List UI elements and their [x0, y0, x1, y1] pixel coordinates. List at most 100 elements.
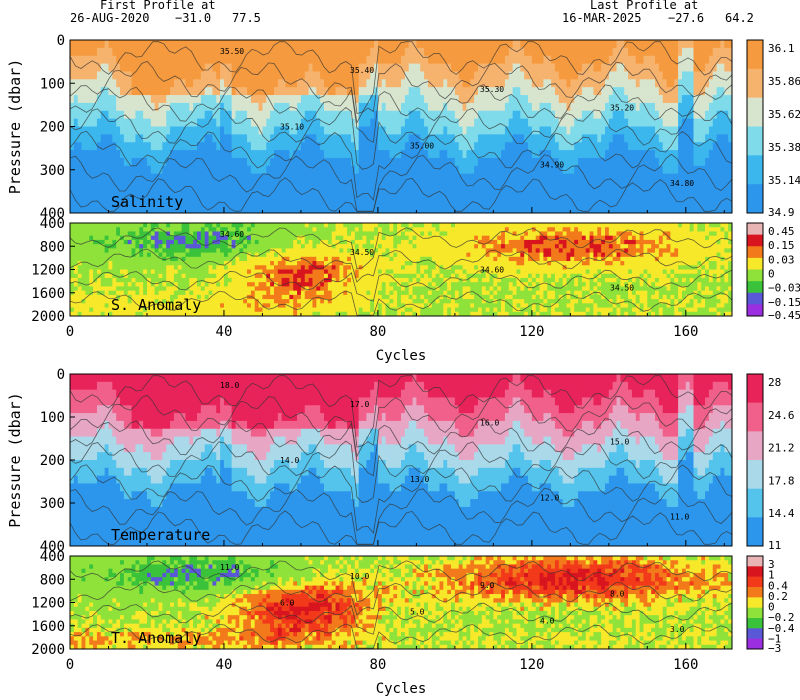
heatmap-cell [231, 181, 236, 190]
heatmap-cell [716, 63, 721, 72]
heatmap-cell [135, 79, 140, 88]
heatmap-cell [143, 311, 148, 317]
heatmap-cell [708, 87, 714, 96]
colorbar-label: 35.38 [768, 141, 800, 154]
heatmap-cell [170, 197, 175, 206]
heatmap-cell [385, 189, 390, 198]
heatmap-cell [93, 181, 98, 190]
heatmap-cell [100, 181, 106, 190]
heatmap-cell [316, 118, 321, 127]
heatmap-cell [100, 235, 106, 241]
heatmap-cell [227, 205, 233, 214]
heatmap-cell [208, 231, 213, 237]
heatmap-cell [701, 118, 706, 127]
heatmap-cell [212, 157, 217, 167]
heatmap-cell [162, 126, 167, 135]
heatmap-cell [212, 40, 217, 49]
heatmap-cell [204, 277, 209, 283]
heatmap-cell [427, 126, 433, 135]
heatmap-cell [216, 157, 221, 167]
heatmap-cell [154, 63, 159, 72]
heatmap-cell [635, 95, 641, 104]
contour-label: 34.80 [670, 179, 694, 188]
heatmap-cell [77, 142, 82, 151]
heatmap-cell [628, 142, 633, 151]
heatmap-cell [162, 150, 167, 159]
heatmap-cell [143, 150, 148, 159]
heatmap-cell [170, 40, 175, 49]
heatmap-cell [435, 181, 440, 190]
heatmap-cell [131, 134, 136, 143]
heatmap-cell [362, 173, 367, 182]
heatmap-cell [150, 299, 156, 304]
heatmap-cell [720, 134, 725, 143]
heatmap-cell [85, 239, 90, 245]
heatmap-cell [70, 197, 75, 206]
heatmap-cell [728, 95, 733, 104]
heatmap-cell [624, 118, 629, 127]
heatmap-cell [89, 205, 94, 214]
heatmap-cell [170, 227, 175, 232]
heatmap-cell [131, 294, 136, 300]
heatmap-cell [343, 71, 348, 80]
heatmap-cell [324, 181, 329, 190]
heatmap-cell [231, 55, 236, 64]
heatmap-cell [554, 47, 560, 57]
heatmap-cell [220, 150, 225, 159]
heatmap-cell [712, 189, 718, 198]
heatmap-cell [397, 150, 402, 159]
heatmap-cell [693, 165, 698, 175]
heatmap-cell [177, 165, 183, 175]
heatmap-cell [408, 157, 413, 167]
heatmap-cell [512, 40, 517, 49]
heatmap-cell [458, 79, 463, 88]
heatmap-cell [231, 290, 236, 296]
heatmap-cell [724, 205, 729, 214]
heatmap-cell [412, 126, 417, 135]
heatmap-cell [127, 118, 132, 127]
heatmap-cell [108, 273, 113, 279]
heatmap-cell [712, 40, 718, 49]
heatmap-cell [96, 286, 102, 292]
heatmap-cell [516, 118, 521, 127]
heatmap-cell [254, 165, 259, 175]
heatmap-cell [177, 95, 183, 104]
heatmap-cell [347, 95, 352, 104]
heatmap-cell [381, 63, 387, 72]
heatmap-cell [220, 227, 225, 232]
heatmap-cell [197, 47, 202, 57]
heatmap-cell [231, 40, 236, 49]
heatmap-cell [100, 227, 106, 232]
heatmap-cell [197, 235, 202, 241]
heatmap-cell [285, 181, 290, 190]
heatmap-cell [112, 256, 117, 262]
heatmap-cell [116, 55, 121, 64]
heatmap-cell [116, 181, 121, 190]
heatmap-cell [166, 118, 171, 127]
heatmap-cell [85, 311, 90, 317]
heatmap-cell [77, 235, 82, 241]
heatmap-cell [624, 110, 629, 120]
heatmap-cell [655, 40, 660, 49]
heatmap-cell [408, 63, 413, 72]
heatmap-cell [427, 71, 433, 80]
heatmap-cell [693, 205, 698, 214]
heatmap-cell [312, 55, 317, 64]
heatmap-cell [520, 87, 525, 96]
heatmap-cell [616, 102, 621, 112]
heatmap-cell [316, 102, 321, 112]
heatmap-cell [308, 55, 313, 64]
heatmap-cell [462, 71, 467, 80]
heatmap-cell [424, 118, 429, 127]
heatmap-cell [320, 165, 325, 175]
heatmap-cell [350, 197, 356, 206]
heatmap-cell [343, 79, 348, 88]
heatmap-cell [197, 157, 202, 167]
heatmap-cell [266, 273, 271, 279]
heatmap-cell [593, 102, 598, 112]
heatmap-cell [604, 157, 610, 167]
heatmap-cell [297, 134, 302, 143]
heatmap-cell [705, 40, 710, 49]
heatmap-cell [474, 110, 479, 120]
heatmap-cell [73, 79, 79, 88]
